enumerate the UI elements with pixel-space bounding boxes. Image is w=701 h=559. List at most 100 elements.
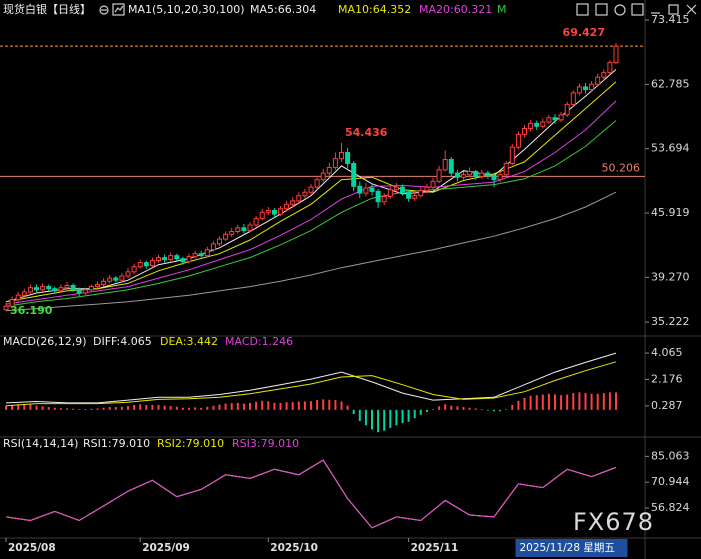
- macd-bar: [188, 407, 190, 410]
- macd-bar: [615, 392, 617, 410]
- candle-body: [156, 257, 161, 262]
- macd-bar: [523, 397, 526, 410]
- y-tick-label: 35.222: [651, 315, 690, 328]
- macd-bar: [163, 405, 166, 410]
- macd-bar: [511, 404, 514, 410]
- macd-bar: [602, 393, 605, 410]
- candle-body: [137, 262, 143, 268]
- candle-body: [229, 231, 235, 235]
- x-tick-label: 2025/08: [8, 542, 56, 554]
- macd-bar: [66, 408, 68, 410]
- candle-body: [217, 238, 222, 245]
- candle-body: [40, 286, 46, 291]
- macd-bar: [401, 409, 404, 424]
- candle-body: [168, 255, 174, 261]
- candle-body: [528, 122, 534, 129]
- macd-bar: [279, 402, 282, 410]
- indicator-icon[interactable]: [112, 3, 125, 16]
- macd-bar: [90, 408, 93, 410]
- macd-bar: [383, 409, 386, 431]
- candle-body: [119, 275, 125, 281]
- candle-body: [442, 159, 448, 171]
- candle-body: [583, 86, 588, 91]
- candle-body: [473, 170, 479, 177]
- candle-body: [369, 187, 375, 192]
- close-button: [686, 4, 697, 15]
- candle-body: [534, 122, 540, 127]
- candle-body: [558, 114, 564, 121]
- candle-body: [101, 280, 107, 285]
- y-tick-label: 45.919: [651, 206, 690, 219]
- candle-body: [284, 203, 290, 210]
- macd-bar: [212, 405, 215, 410]
- macd-bar: [419, 409, 422, 415]
- toolbar-icon[interactable]: [576, 3, 589, 16]
- macd-bar: [407, 409, 410, 422]
- candle-body: [204, 249, 210, 257]
- candle-body: [302, 191, 308, 197]
- candle-body: [387, 189, 393, 198]
- candle-body: [210, 243, 216, 251]
- candle-body: [570, 92, 576, 105]
- toolbar-icon[interactable]: [595, 3, 608, 16]
- macd-bar: [114, 407, 117, 410]
- candle-body: [497, 174, 503, 181]
- legend-entry: RSI1:79.010: [83, 437, 150, 450]
- candle-body: [131, 266, 137, 273]
- macd-bar: [505, 409, 508, 410]
- candle-body: [613, 45, 619, 64]
- candle-body: [351, 162, 357, 187]
- candle-body: [70, 284, 76, 291]
- candle-body: [400, 186, 405, 193]
- y-tick-label: 0.287: [651, 399, 683, 412]
- candle-body: [576, 86, 582, 94]
- candle-body: [564, 103, 570, 116]
- maximize-button[interactable]: [668, 4, 679, 15]
- macd-bar: [456, 406, 459, 410]
- legend-entry: DIFF:4.065: [93, 335, 152, 348]
- candle-body: [430, 180, 436, 188]
- macd-bar: [529, 395, 532, 410]
- toolbar-icon[interactable]: [614, 4, 626, 16]
- candle-body: [339, 152, 344, 160]
- macd-bar: [566, 394, 569, 410]
- macd-bar: [53, 407, 56, 410]
- candle-body: [467, 170, 473, 176]
- candle-body: [223, 233, 229, 240]
- candle-body: [552, 117, 558, 121]
- ma-line: [5, 100, 617, 305]
- reference-label: 50.206: [602, 161, 641, 174]
- macd-bar: [590, 393, 593, 410]
- candle-body: [27, 287, 33, 293]
- macd-bar: [316, 400, 319, 410]
- x-tick-label: 2025/09: [142, 542, 190, 554]
- candle-body: [253, 218, 259, 226]
- rsi-line: [5, 459, 617, 529]
- y-tick-label: 2.176: [651, 372, 683, 385]
- toolbar-icon[interactable]: [631, 3, 644, 16]
- macd-bar: [224, 403, 227, 410]
- candle-body: [125, 271, 131, 277]
- y-tick-label: 53.694: [651, 142, 690, 155]
- macd-bar: [151, 404, 154, 410]
- candle-body: [412, 195, 418, 199]
- candle-body: [88, 286, 94, 291]
- macd-bar: [438, 406, 441, 410]
- macd-bar: [255, 401, 258, 410]
- candle-body: [479, 172, 485, 177]
- candle-body: [247, 224, 253, 232]
- macd-bar: [230, 403, 233, 410]
- candle-body: [491, 175, 497, 181]
- macd-bar: [560, 395, 563, 410]
- candle-body: [296, 195, 302, 202]
- macd-bar: [273, 402, 276, 410]
- macd-bar: [596, 393, 599, 410]
- legend-entry: MA5:66.304: [250, 3, 316, 16]
- collapse-icon[interactable]: [99, 5, 109, 15]
- candle-body: [113, 277, 119, 281]
- macd-bar: [206, 406, 209, 410]
- candle-body: [485, 172, 491, 177]
- candle-body: [82, 289, 88, 294]
- macd-bar: [450, 405, 453, 410]
